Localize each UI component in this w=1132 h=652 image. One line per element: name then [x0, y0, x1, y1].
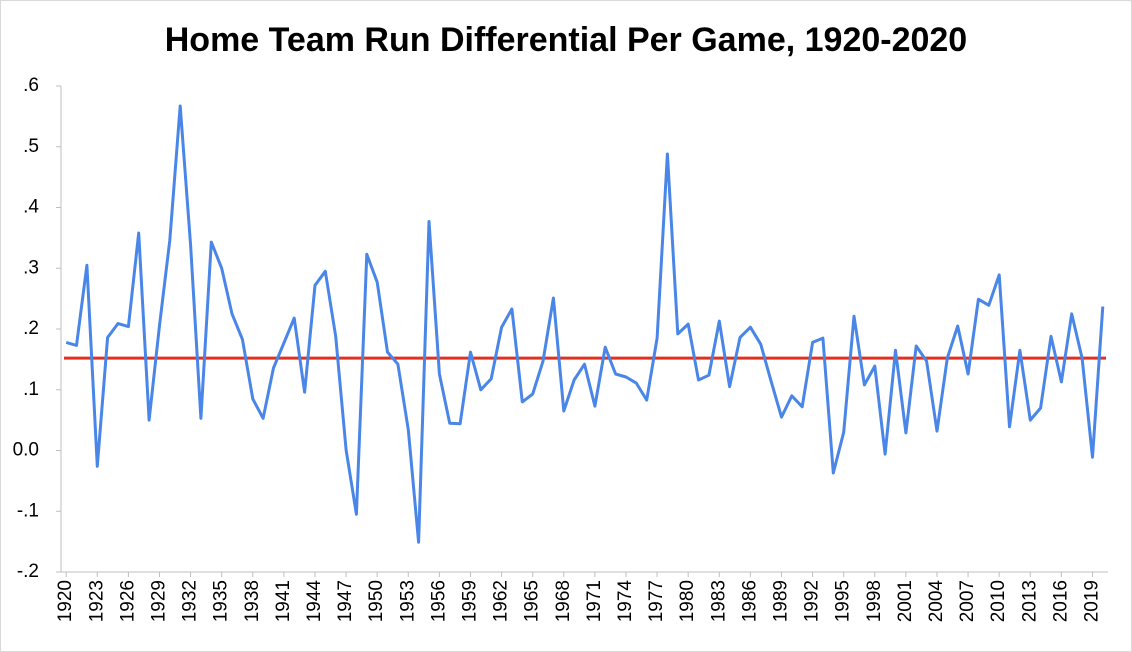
x-tick-label: 1998: [864, 580, 885, 622]
x-tick-label: 1962: [491, 580, 512, 622]
x-tick-label: 2001: [895, 580, 916, 622]
y-tick-label: .4: [23, 197, 39, 218]
x-tick-label: 1992: [802, 580, 823, 622]
x-tick-label: 1935: [211, 580, 232, 622]
x-tick-label: 1974: [615, 580, 636, 623]
y-tick-label: .2: [23, 318, 39, 339]
x-tick-label: 1995: [833, 580, 854, 622]
x-tick-label: 1950: [366, 580, 387, 622]
x-tick-label: 1953: [397, 580, 418, 622]
x-tick-label: 1941: [273, 580, 294, 622]
x-tick-label: 1965: [522, 580, 543, 622]
y-tick-label: .3: [23, 257, 39, 278]
y-tick-label: -.1: [17, 500, 39, 521]
x-tick-label: 2007: [957, 580, 978, 622]
x-tick-label: 1968: [553, 580, 574, 622]
x-tick-label: 1926: [117, 580, 138, 622]
x-tick-label: 1932: [180, 580, 201, 622]
y-tick-label: .6: [23, 75, 39, 96]
x-tick-label: 2010: [988, 580, 1009, 622]
x-tick-label: 1977: [646, 580, 667, 622]
x-tick-label: 1983: [708, 580, 729, 622]
x-tick-label: 1989: [770, 580, 791, 622]
x-tick-label: 1938: [242, 580, 263, 622]
x-tick-label: 1944: [304, 580, 325, 623]
x-tick-label: 1971: [584, 580, 605, 622]
x-tick-label: 1986: [739, 580, 760, 622]
y-tick-label: .5: [23, 136, 39, 157]
chart-title: Home Team Run Differential Per Game, 192…: [165, 21, 967, 59]
x-tick-label: 2004: [926, 580, 947, 623]
x-tick-label: 1947: [335, 580, 356, 622]
y-tick-label: .1: [23, 379, 39, 400]
x-tick-label: 1959: [459, 580, 480, 622]
x-tick-label: 1956: [428, 580, 449, 622]
y-tick-label: -.2: [17, 561, 39, 582]
x-tick-label: 1980: [677, 580, 698, 622]
x-tick-label: 1929: [148, 580, 169, 622]
y-tick-label: 0.0: [13, 440, 39, 461]
x-tick-label: 2013: [1019, 580, 1040, 622]
x-tick-label: 2019: [1081, 580, 1102, 622]
x-tick-label: 2016: [1050, 580, 1071, 622]
x-tick-label: 1920: [55, 580, 76, 622]
data-line: [65, 104, 1105, 544]
x-tick-label: 1923: [86, 580, 107, 622]
